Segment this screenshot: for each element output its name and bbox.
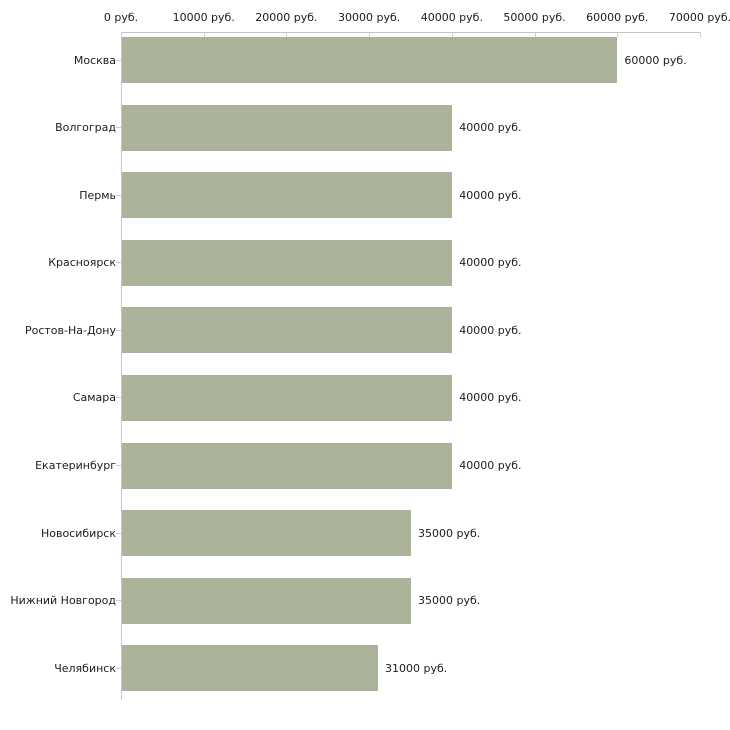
bar-row: Москва 60000 руб. — [0, 37, 730, 83]
value-label: 40000 руб. — [459, 323, 522, 337]
bar — [122, 37, 618, 83]
category-label: Челябинск — [54, 661, 116, 675]
category-label: Самара — [72, 391, 116, 405]
x-axis-tick-label: 30000 руб. — [337, 11, 401, 24]
bar-row: Новосибирск 35000 руб. — [0, 510, 730, 557]
bar — [122, 645, 378, 692]
x-axis-tick — [534, 33, 536, 37]
y-axis-line — [121, 32, 122, 700]
bar — [122, 172, 453, 219]
bar-row: Челябинск 31000 руб. — [0, 645, 730, 692]
category-tick — [116, 532, 122, 534]
x-axis-tick — [699, 33, 701, 37]
x-axis-tick-label: 10000 руб. — [172, 11, 235, 24]
category-label: Волгоград — [55, 121, 116, 135]
bar-track: 60000 руб. — [122, 37, 700, 83]
bar-track: 40000 руб. — [122, 239, 700, 286]
category-label: Новосибирск — [40, 526, 116, 540]
value-label: 40000 руб. — [459, 459, 522, 473]
bar-track: 40000 руб. — [122, 172, 700, 219]
value-label: 35000 руб. — [418, 594, 481, 608]
x-axis-tick — [203, 33, 205, 37]
category-tick — [116, 127, 122, 129]
plot-area: Москва 60000 руб. Волгоград 40000 руб. П… — [0, 37, 730, 692]
x-axis-tick — [617, 33, 619, 37]
category-label: Пермь — [79, 188, 116, 202]
x-axis-tick-label: 40000 руб. — [420, 11, 483, 24]
x-axis-tick-label: 0 руб. — [103, 11, 139, 24]
bar — [122, 577, 411, 624]
bar-track: 31000 руб. — [122, 645, 700, 692]
bar-row: Нижний Новгород 35000 руб. — [0, 577, 730, 624]
category-label: Москва — [73, 53, 116, 67]
x-axis-tick-label: 20000 руб. — [255, 11, 318, 24]
bar — [122, 104, 453, 151]
category-tick — [116, 194, 122, 196]
category-tick — [116, 465, 122, 467]
bar-row: Екатеринбург 40000 руб. — [0, 442, 730, 489]
bar-track: 40000 руб. — [122, 307, 700, 354]
x-axis-tick-label: 60000 руб. — [586, 11, 649, 24]
bar — [122, 239, 453, 286]
value-label: 31000 руб. — [384, 661, 448, 675]
x-axis-line — [121, 32, 701, 33]
category-tick — [116, 329, 122, 331]
bar-track: 35000 руб. — [122, 577, 700, 624]
bar-row: Красноярск 40000 руб. — [0, 239, 730, 286]
category-label: Екатеринбург — [35, 459, 116, 473]
bar-track: 40000 руб. — [122, 374, 700, 421]
bar-row: Пермь 40000 руб. — [0, 172, 730, 219]
bar-track: 40000 руб. — [122, 104, 700, 151]
bar-row: Самара 40000 руб. — [0, 374, 730, 421]
bar-track: 40000 руб. — [122, 442, 700, 489]
x-axis-tick — [451, 33, 453, 37]
x-axis-tick-label: 50000 руб. — [503, 11, 566, 24]
category-tick — [116, 262, 122, 264]
category-label: Ростов-На-Дону — [24, 323, 116, 337]
bar-row: Волгоград 40000 руб. — [0, 104, 730, 151]
value-label: 40000 руб. — [459, 188, 522, 202]
x-axis-tick-label: 70000 руб. — [668, 11, 730, 24]
bar — [122, 374, 453, 421]
value-label: 35000 руб. — [418, 526, 481, 540]
x-axis-tick — [369, 33, 371, 37]
bar-row: Ростов-На-Дону 40000 руб. — [0, 307, 730, 354]
category-tick — [116, 397, 122, 399]
value-label: 40000 руб. — [459, 256, 522, 270]
category-label: Нижний Новгород — [10, 594, 116, 608]
bar — [122, 307, 453, 354]
bar — [122, 510, 411, 557]
category-tick — [116, 59, 122, 61]
bar — [122, 442, 453, 489]
value-label: 60000 руб. — [624, 53, 687, 67]
category-tick — [116, 667, 122, 669]
bar-track: 35000 руб. — [122, 510, 700, 557]
value-label: 40000 руб. — [459, 391, 522, 405]
value-label: 40000 руб. — [459, 121, 522, 135]
category-label: Красноярск — [48, 256, 116, 270]
x-axis-tick — [286, 33, 288, 37]
category-tick — [116, 600, 122, 602]
